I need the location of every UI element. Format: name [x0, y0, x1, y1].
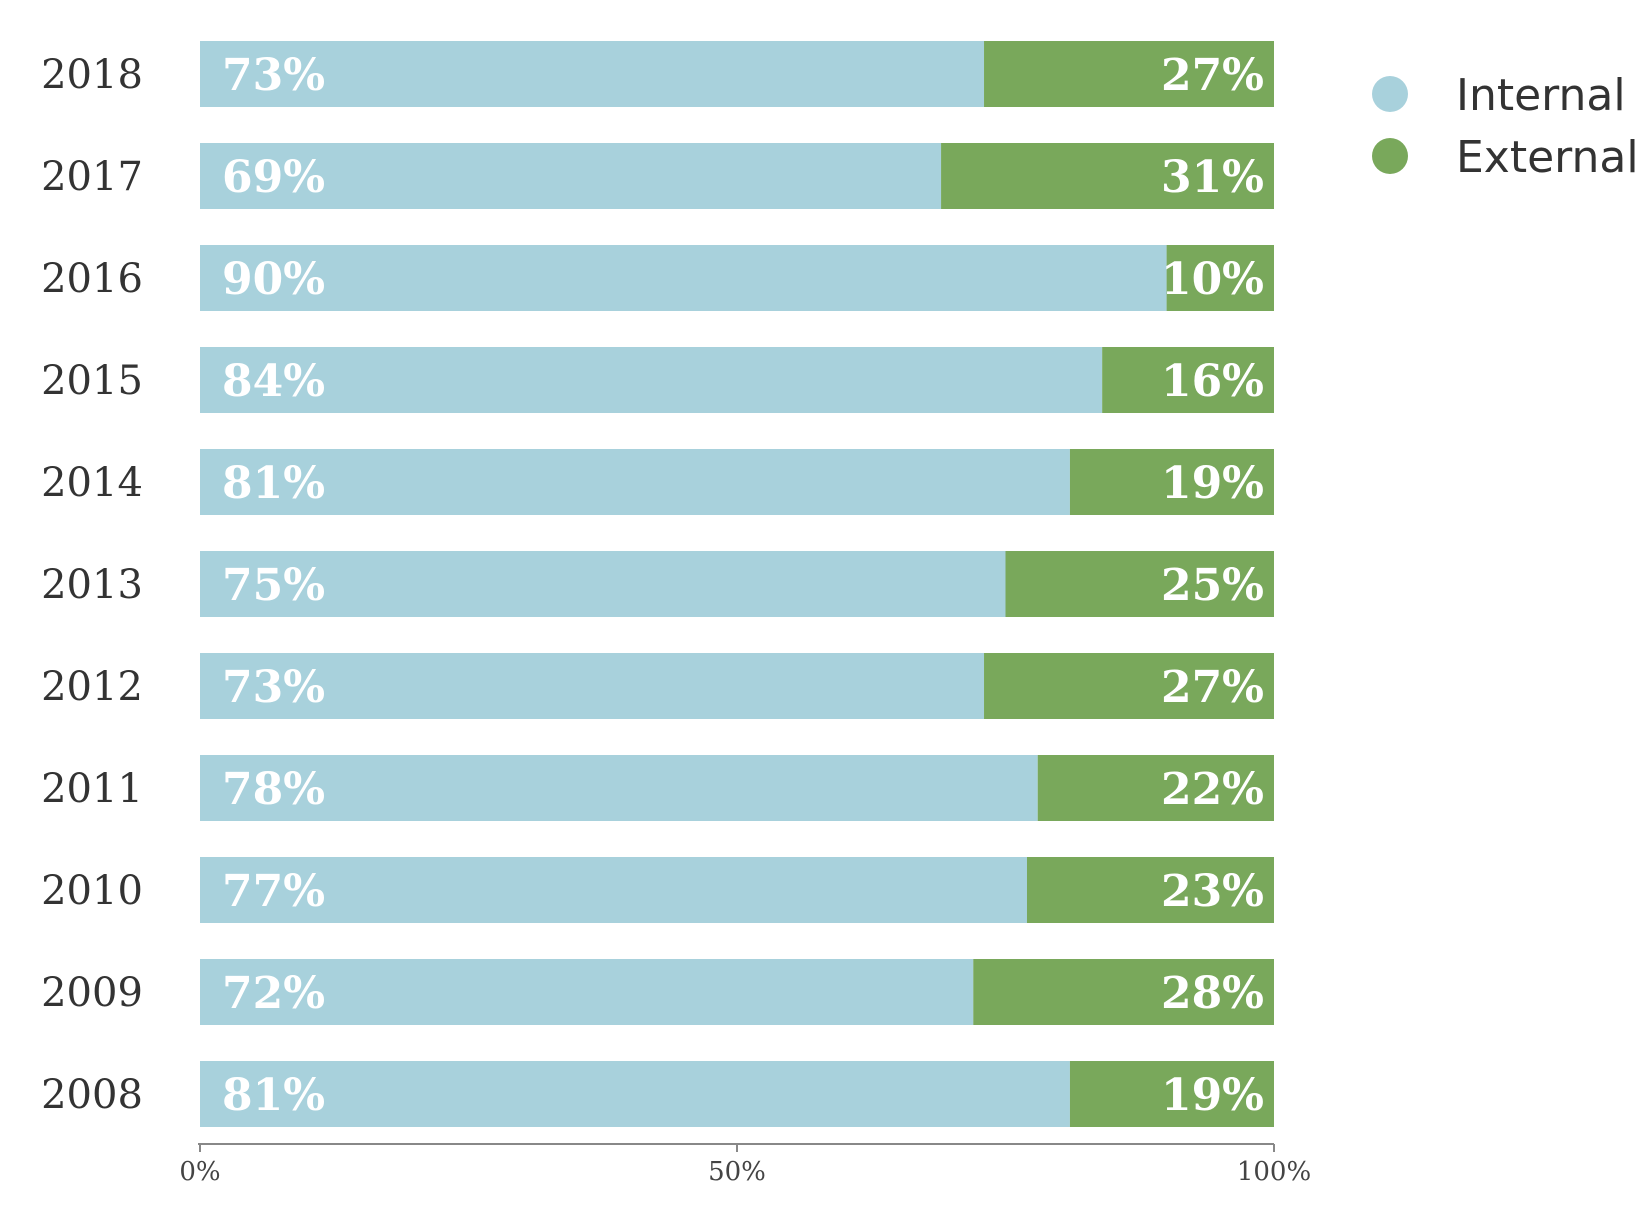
data-label-internal: 77%	[222, 866, 325, 917]
data-label-internal: 73%	[222, 50, 325, 101]
legend-swatch-internal	[1372, 76, 1408, 112]
bar-segment-external	[984, 653, 1274, 719]
category-label: 2018	[41, 52, 143, 98]
data-label-external: 10%	[1161, 254, 1264, 305]
data-label-internal: 72%	[222, 968, 325, 1019]
bar-segment-internal	[200, 653, 985, 719]
bar-segment-external	[1005, 551, 1274, 617]
category-label: 2013	[41, 562, 143, 608]
bar-segment-internal	[200, 857, 1027, 923]
bar-segment-external	[1102, 347, 1274, 413]
data-label-internal: 73%	[222, 662, 325, 713]
data-label-external: 22%	[1161, 764, 1264, 815]
category-label: 2012	[41, 664, 143, 710]
bar-segment-external	[1069, 449, 1274, 515]
x-tick-label: 0%	[179, 1157, 220, 1187]
category-label: 2009	[41, 970, 143, 1016]
category-labels: 2018 2017 2016 2015 2014 2013 2012 2011 2010 2009…	[41, 52, 143, 1118]
category-label: 2016	[41, 256, 143, 302]
x-tick-label: 100%	[1237, 1157, 1311, 1187]
bar-segment-external	[941, 143, 1274, 209]
bar-segment-external	[1069, 1061, 1274, 1127]
legend-swatch-external	[1372, 138, 1408, 174]
data-label-external: 23%	[1161, 866, 1264, 917]
legend: Internal External	[1372, 70, 1639, 183]
bar-segment-internal	[200, 755, 1038, 821]
data-label-external: 27%	[1161, 662, 1264, 713]
data-label-internal: 75%	[222, 560, 325, 611]
data-label-external: 19%	[1161, 458, 1264, 509]
legend-label-internal: Internal	[1456, 70, 1626, 121]
x-tick-label: 50%	[708, 1157, 766, 1187]
data-label-external: 25%	[1161, 560, 1264, 611]
bar-segment-internal	[200, 959, 974, 1025]
data-label-internal: 78%	[222, 764, 325, 815]
bar-segment-internal	[200, 41, 985, 107]
x-axis: 0% 50% 100%	[179, 1143, 1311, 1187]
bar-segment-external	[1026, 857, 1274, 923]
data-label-internal: 81%	[222, 458, 325, 509]
data-label-external: 28%	[1161, 968, 1264, 1019]
data-label-external: 19%	[1161, 1070, 1264, 1121]
data-label-external: 31%	[1161, 152, 1264, 203]
category-label: 2015	[41, 358, 143, 404]
data-label-internal: 84%	[222, 356, 325, 407]
bar-segment-internal	[200, 449, 1070, 515]
category-label: 2008	[41, 1072, 143, 1118]
category-label: 2017	[41, 154, 143, 200]
bar-segment-internal	[200, 143, 942, 209]
data-label-external: 27%	[1161, 50, 1264, 101]
category-label: 2011	[41, 766, 143, 812]
data-label-internal: 81%	[222, 1070, 325, 1121]
legend-label-external: External	[1456, 132, 1639, 183]
bars-group: 73% 27% 69% 31% 90% 10% 84% 16% 81% 19% 75% 25% 73% 2…	[200, 41, 1274, 1127]
bar-segment-external	[1037, 755, 1274, 821]
bar-segment-external	[973, 959, 1274, 1025]
data-label-internal: 90%	[222, 254, 325, 305]
bar-segment-internal	[200, 347, 1103, 413]
bar-segment-internal	[200, 1061, 1070, 1127]
category-label: 2014	[41, 460, 143, 506]
category-label: 2010	[41, 868, 143, 914]
bar-segment-external	[1166, 245, 1274, 311]
data-label-external: 16%	[1161, 356, 1264, 407]
data-label-internal: 69%	[222, 152, 325, 203]
bar-segment-internal	[200, 245, 1167, 311]
bar-segment-external	[984, 41, 1274, 107]
bar-segment-internal	[200, 551, 1006, 617]
